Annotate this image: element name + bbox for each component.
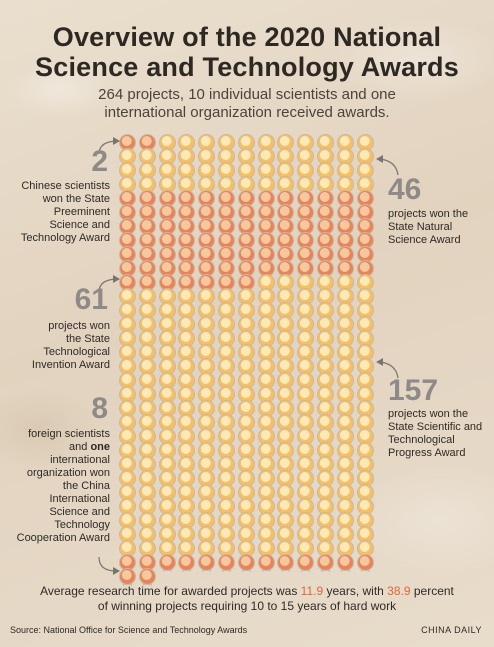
cooperation-text-part2: international organization won the China… xyxy=(16,454,110,544)
medal-icon xyxy=(138,568,156,586)
medal-icon xyxy=(336,554,354,572)
medal-grid xyxy=(119,134,379,586)
subtitle-line-2: international organization received awar… xyxy=(104,104,390,121)
medal-icon xyxy=(158,554,176,572)
callout-number-natural: 46 xyxy=(388,173,422,206)
medal-icon xyxy=(277,554,295,572)
medal-icon xyxy=(178,554,196,572)
medal-disc xyxy=(158,554,176,571)
medal-disc xyxy=(317,554,334,571)
medal-disc xyxy=(218,554,235,571)
medal-icon xyxy=(218,554,235,572)
medal-icon xyxy=(356,554,374,572)
medal-icon xyxy=(257,554,275,572)
callout-text-invention: projects won the State Technological Inv… xyxy=(31,320,110,371)
callout-text-preeminent: Chinese scientists won the State Preemin… xyxy=(20,180,110,244)
callout-text-cooperation: foreign scientists and one international… xyxy=(14,428,110,545)
callout-text-natural: projects won the State Natural Science A… xyxy=(388,208,469,246)
medal-disc xyxy=(138,568,156,585)
subtitle: 264 projects, 10 individual scientists a… xyxy=(0,86,494,122)
medal-icon xyxy=(297,554,315,572)
credit-logo: CHINA DAILY xyxy=(421,625,482,635)
medal-icon xyxy=(317,554,334,572)
medal-disc xyxy=(277,554,295,571)
medal-icon xyxy=(237,554,255,572)
cooperation-text-bold: one xyxy=(90,441,110,453)
page-title: Overview of the 2020 National Science an… xyxy=(0,22,494,82)
footer-text: years, with xyxy=(323,584,388,598)
footer-line-1: Average research time for awarded projec… xyxy=(0,584,494,599)
medal-disc xyxy=(198,554,216,571)
footer-line-2: of winning projects requiring 10 to 15 y… xyxy=(97,599,397,613)
medal-disc xyxy=(336,554,354,571)
title-line-2: Science and Technology Awards xyxy=(35,52,459,82)
subtitle-line-1: 264 projects, 10 individual scientists a… xyxy=(98,86,396,103)
footer-years: 11.9 xyxy=(300,584,324,598)
arrow-icon xyxy=(98,556,120,575)
footer-text: Average research time for awarded projec… xyxy=(40,584,301,598)
medal-disc xyxy=(237,554,255,571)
callout-number-invention: 61 xyxy=(74,283,108,316)
callout-number-progress: 157 xyxy=(388,374,439,407)
medal-disc xyxy=(297,554,315,571)
callout-number-cooperation: 8 xyxy=(91,392,108,425)
callout-number-preeminent: 2 xyxy=(91,145,108,178)
callout-text-progress: projects won the State Scientific and Te… xyxy=(388,408,483,459)
title-line-1: Overview of the 2020 National xyxy=(52,22,442,52)
footer-percent: 38.9 xyxy=(387,584,411,598)
medal-disc xyxy=(178,554,196,571)
medal-disc xyxy=(356,554,374,571)
footer-text: percent xyxy=(410,584,454,598)
footer-note: Average research time for awarded projec… xyxy=(0,584,494,614)
medal-disc xyxy=(257,554,275,571)
medal-icon xyxy=(198,554,216,572)
source-note: Source: National Office for Science and … xyxy=(10,625,248,635)
